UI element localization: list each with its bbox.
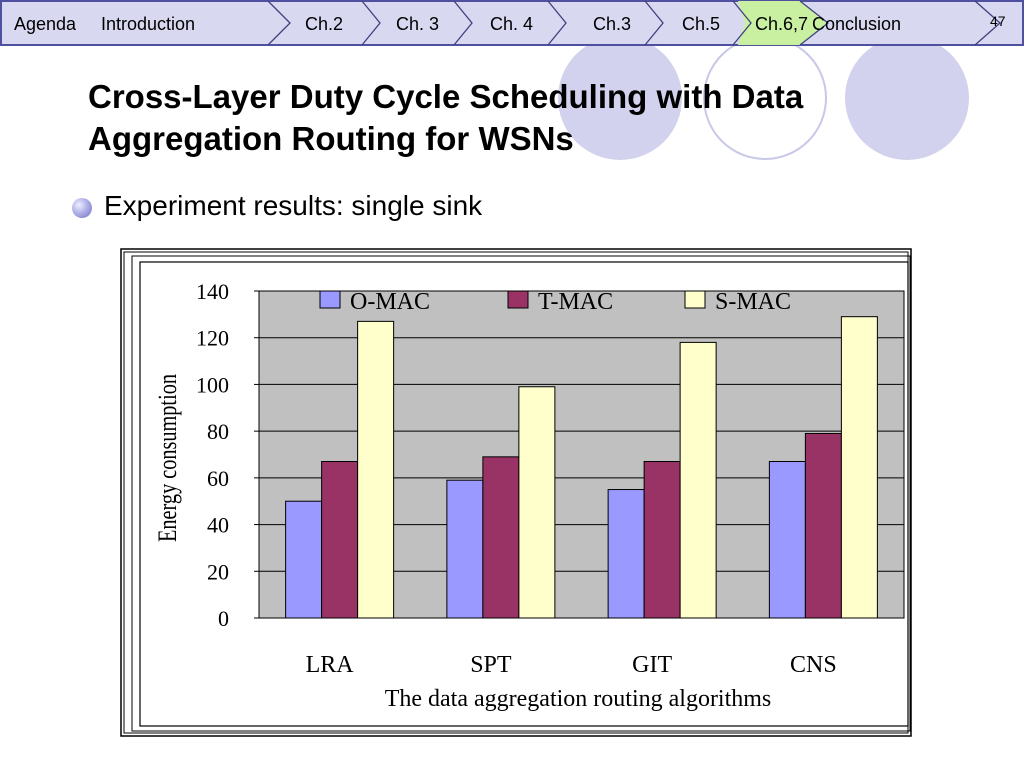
y-tick-label: 40 [207,513,229,538]
y-tick-label: 80 [207,419,229,444]
nav-item-agenda[interactable]: Agenda [14,14,77,34]
x-tick-label: LRA [306,652,355,678]
bar-s-mac-git [679,341,717,619]
y-tick-label: 100 [196,372,229,397]
x-tick-label: GIT [632,652,672,678]
nav-item-ch67[interactable]: Ch.6,7 [755,14,808,34]
y-tick-label: 120 [196,326,229,351]
bar-o-mac-lra [285,500,323,619]
y-tick-label: 60 [207,466,229,491]
bar-t-mac-cns [804,432,842,619]
y-tick-label: 0 [218,606,229,631]
nav-bar-background [0,0,1024,46]
decor-circle-3 [845,36,969,160]
nav-item-introduction[interactable]: Introduction [101,14,195,34]
bar-s-mac-cns [840,316,878,619]
nav-item-ch2[interactable]: Ch.2 [305,14,343,34]
bar-o-mac-spt [446,479,484,619]
bars [285,316,878,619]
nav-item-conclusion[interactable]: Conclusion [812,14,901,34]
legend-swatch-t-mac [507,290,529,309]
navigation-bar: Agenda Introduction Ch.2 Ch. 3 Ch. 4 Ch.… [0,0,1024,46]
x-tick-label: SPT [470,652,512,678]
bar-o-mac-git [607,489,645,619]
page-number: 47 [990,13,1006,29]
nav-item-ch4[interactable]: Ch. 4 [490,14,533,34]
bullet-text: Experiment results: single sink [104,190,483,221]
nav-item-ch3[interactable]: Ch. 3 [396,14,439,34]
slide-title-line-2: Aggregation Routing for WSNs [88,120,574,157]
bar-t-mac-lra [321,461,359,619]
bar-s-mac-lra [357,320,395,619]
legend-swatch-o-mac [319,290,341,309]
nav-item-ch3-second[interactable]: Ch.3 [593,14,631,34]
bar-o-mac-cns [768,461,806,619]
x-axis-ticks: LRA SPT GIT CNS [306,652,837,678]
bar-chart: 0 20 40 60 80 100 120 140 LRA SPT GIT CNS O-MAC T-M… [120,248,912,737]
legend-label-t-mac: T-MAC [538,289,613,315]
y-tick-label: 20 [207,559,229,584]
y-axis-label: Energy consumption [154,374,183,542]
decor-circle-1 [558,36,682,160]
nav-chevrons [267,0,1001,46]
y-axis-ticks: 0 20 40 60 80 100 120 140 [196,279,259,631]
legend-swatch-s-mac [684,290,706,309]
bar-t-mac-git [643,461,681,619]
nav-active-highlight [738,1,828,45]
slide-title-line-1: Cross-Layer Duty Cycle Scheduling with D… [88,78,804,115]
bullet-icon [72,198,92,218]
y-tick-label: 140 [196,279,229,304]
nav-item-ch5[interactable]: Ch.5 [682,14,720,34]
bar-t-mac-spt [482,456,520,619]
legend-label-s-mac: S-MAC [715,289,791,315]
legend-label-o-mac: O-MAC [350,289,430,315]
x-tick-label: CNS [790,652,837,678]
x-axis-label: The data aggregation routing algorithms [385,686,772,712]
bar-s-mac-spt [518,386,556,619]
slide-title: Cross-Layer Duty Cycle Scheduling with D… [88,76,803,160]
legend: O-MAC T-MAC S-MAC [319,289,791,315]
